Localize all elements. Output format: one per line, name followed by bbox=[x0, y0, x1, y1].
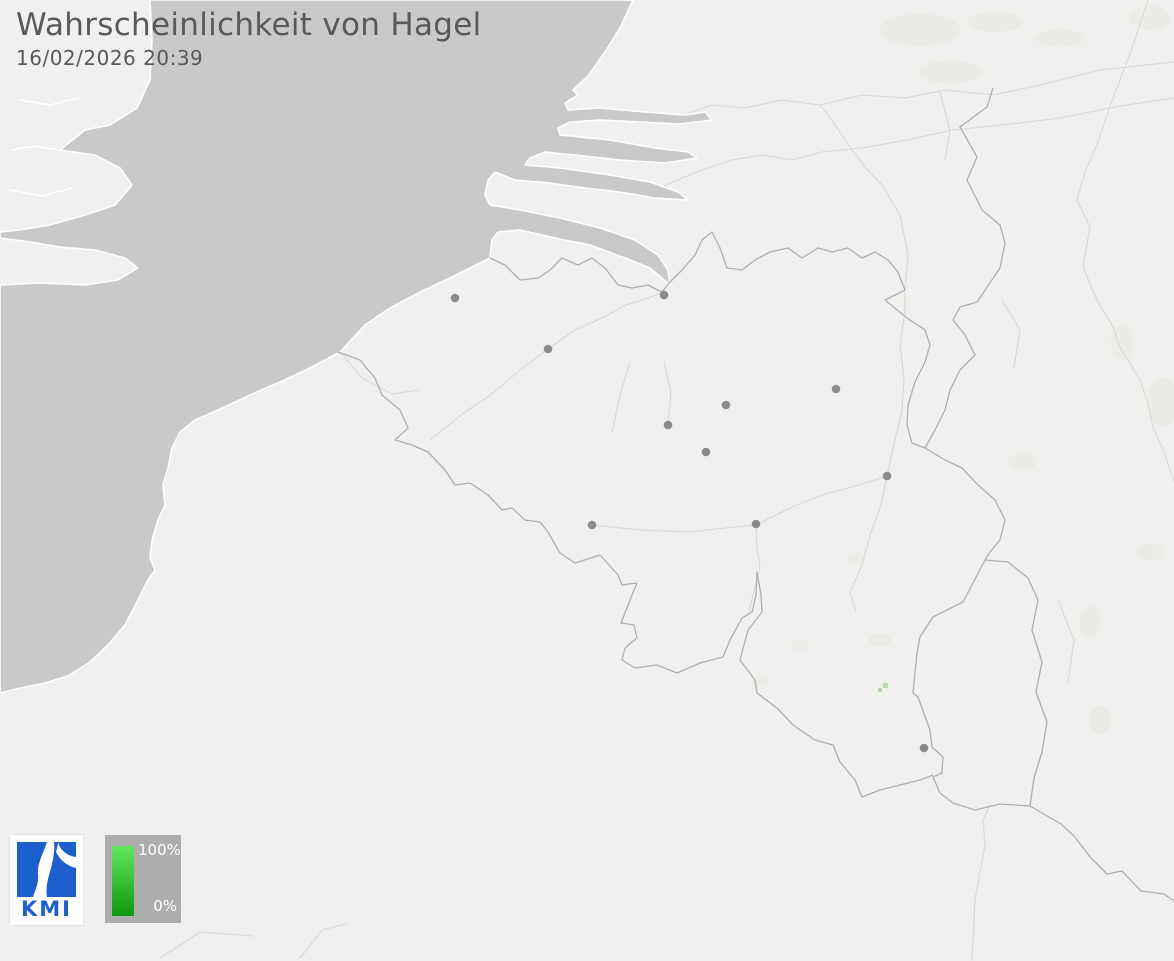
kmi-logo: KMI bbox=[10, 835, 83, 925]
legend-min-label: 0% bbox=[153, 897, 177, 915]
city-dot bbox=[721, 400, 731, 410]
border-luxembourg-germany bbox=[984, 559, 1048, 807]
legend-gradient-bar bbox=[112, 846, 134, 916]
border-belgium-netherlands bbox=[489, 231, 931, 449]
kmi-logo-mark bbox=[17, 842, 76, 897]
city-dot bbox=[919, 743, 929, 753]
estuary-details bbox=[9, 97, 79, 197]
border-belgium-luxembourg bbox=[912, 559, 986, 804]
city-dot bbox=[701, 447, 711, 457]
hail-probability-cells bbox=[878, 683, 888, 692]
probability-legend: 100% 0% bbox=[105, 835, 181, 923]
kmi-logo-text: KMI bbox=[21, 897, 72, 921]
legend-max-label: 100% bbox=[138, 841, 181, 859]
city-dot bbox=[751, 519, 761, 529]
city-dot bbox=[663, 420, 673, 430]
border-france-luxembourg-germany bbox=[952, 802, 1174, 902]
city-dot bbox=[543, 344, 553, 354]
terrain-patches bbox=[752, 6, 1174, 734]
sea-area bbox=[0, 0, 713, 694]
border-belgium-germany bbox=[924, 447, 1006, 561]
city-dot bbox=[831, 384, 841, 394]
city-dot bbox=[450, 293, 460, 303]
hail-cell bbox=[878, 688, 882, 692]
city-dot bbox=[659, 290, 669, 300]
rivers bbox=[159, 0, 1174, 961]
hail-cell bbox=[883, 683, 888, 688]
city-dot bbox=[587, 520, 597, 530]
border-france-belgium bbox=[337, 351, 934, 798]
city-dots bbox=[450, 290, 929, 753]
border-netherlands-germany bbox=[924, 87, 1006, 449]
country-borders bbox=[337, 87, 1174, 902]
city-dot bbox=[882, 471, 892, 481]
